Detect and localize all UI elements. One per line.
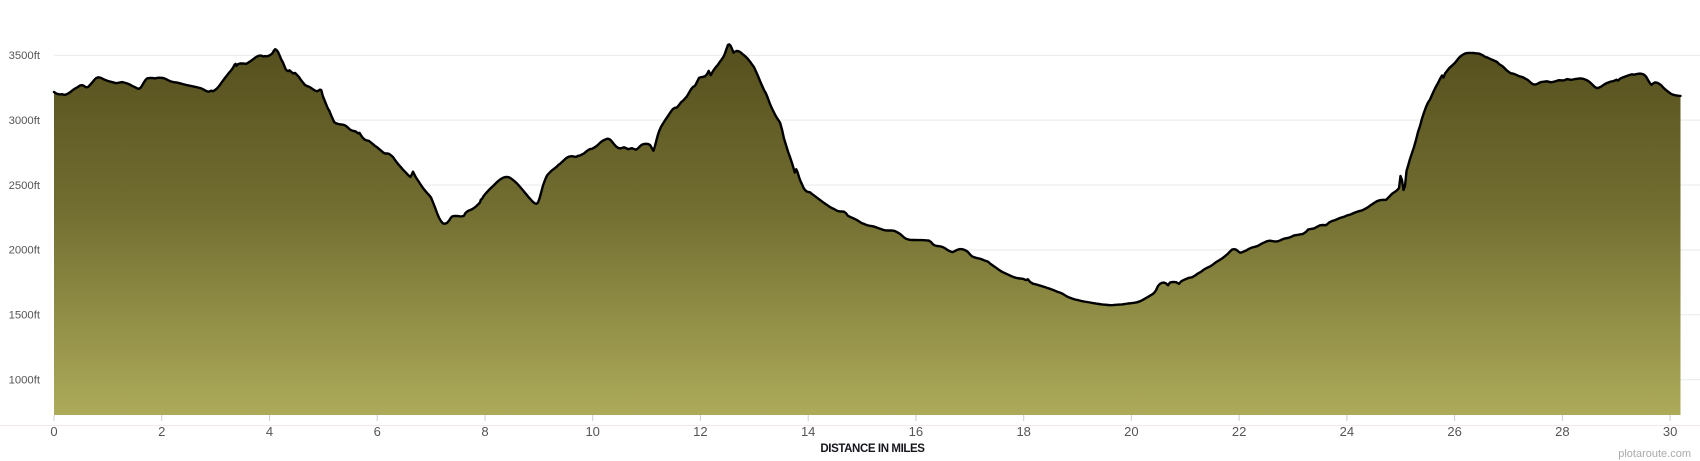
svg-text:3000ft: 3000ft bbox=[9, 115, 41, 127]
svg-text:6: 6 bbox=[374, 424, 381, 439]
svg-text:2000ft: 2000ft bbox=[9, 245, 41, 257]
svg-text:22: 22 bbox=[1232, 424, 1246, 439]
svg-text:12: 12 bbox=[693, 424, 707, 439]
svg-text:30: 30 bbox=[1663, 424, 1677, 439]
svg-text:4: 4 bbox=[266, 424, 273, 439]
svg-text:1500ft: 1500ft bbox=[9, 310, 41, 322]
svg-text:8: 8 bbox=[481, 424, 488, 439]
svg-text:26: 26 bbox=[1447, 424, 1461, 439]
svg-text:18: 18 bbox=[1016, 424, 1030, 439]
svg-text:0: 0 bbox=[50, 424, 57, 439]
svg-text:20: 20 bbox=[1124, 424, 1138, 439]
svg-text:DISTANCE IN MILES: DISTANCE IN MILES bbox=[820, 443, 925, 455]
svg-text:plotaroute.com: plotaroute.com bbox=[1618, 448, 1691, 460]
svg-text:3500ft: 3500ft bbox=[9, 50, 41, 62]
svg-text:14: 14 bbox=[801, 424, 815, 439]
svg-text:1000ft: 1000ft bbox=[9, 375, 41, 387]
svg-text:28: 28 bbox=[1555, 424, 1569, 439]
svg-text:16: 16 bbox=[909, 424, 923, 439]
svg-text:24: 24 bbox=[1340, 424, 1354, 439]
svg-text:2500ft: 2500ft bbox=[9, 180, 41, 192]
svg-text:10: 10 bbox=[585, 424, 599, 439]
svg-text:2: 2 bbox=[158, 424, 165, 439]
